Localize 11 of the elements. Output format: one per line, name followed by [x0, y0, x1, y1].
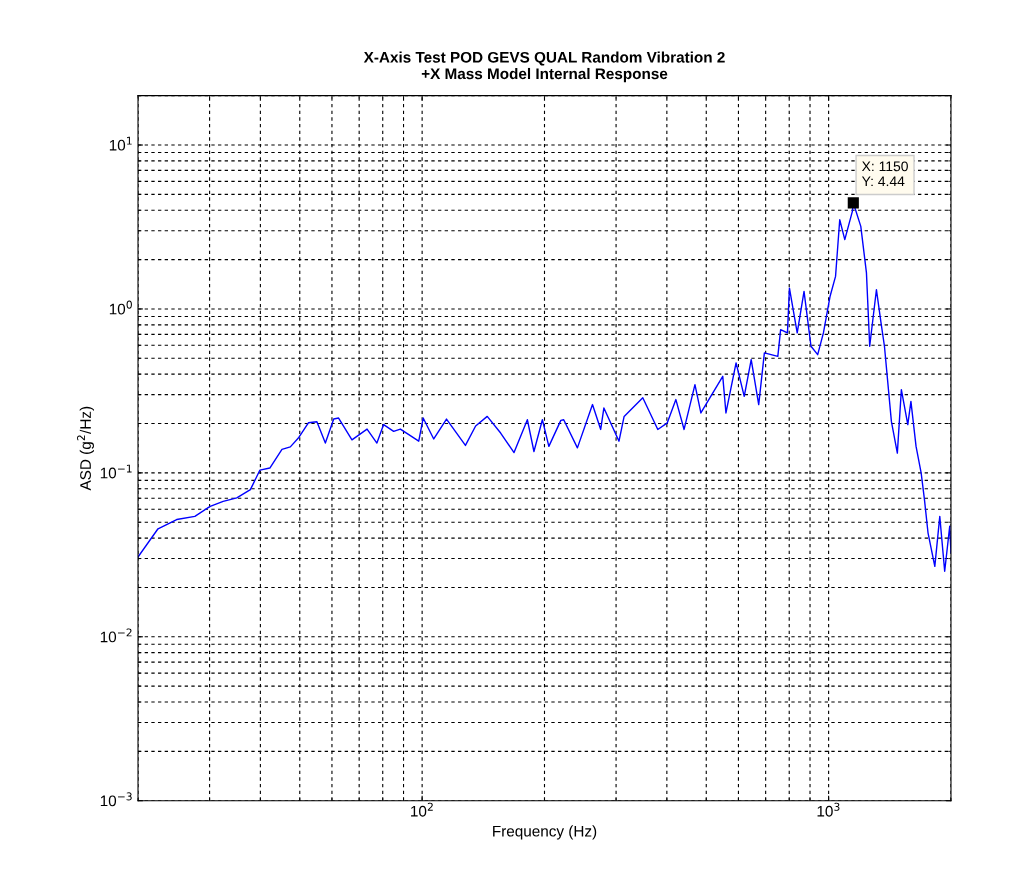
annotation: X: 1150 Y: 4.44	[861, 161, 908, 187]
y-tick-label: 10$^{−1}$	[100, 464, 132, 479]
x-tick-label: 10$^{3}$	[817, 802, 840, 817]
y-tick-label: 10$^{0}$	[109, 300, 132, 315]
y-tick-label: 10$^{−3}$	[100, 792, 132, 807]
x-axis-title: Frequency (Hz)	[493, 825, 597, 840]
y-axis-title: ASD (g$^{2}$/Hz)	[77, 406, 94, 491]
y-tick-label: 10$^{−2}$	[100, 628, 132, 643]
x-tick-label: 10$^{2}$	[411, 802, 433, 817]
chart-title: X-Axis Test POD GEVS QUAL Random Vibration 2 +X Mass Model Internal Response	[363, 51, 725, 83]
y-tick-label: 10$^{1}$	[109, 136, 132, 151]
